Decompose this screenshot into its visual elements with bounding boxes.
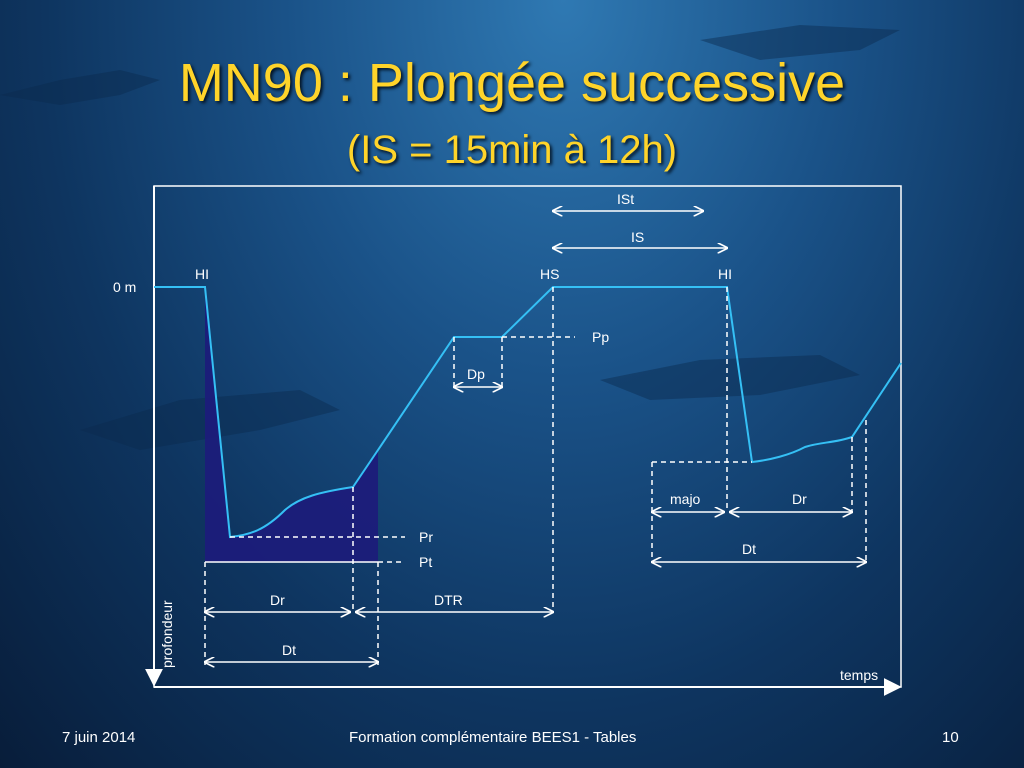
label-zero-m: 0 m [113,279,136,295]
label-pp: Pp [592,329,609,345]
slide-title: MN90 : Plongée successive [178,53,846,113]
label-dt-1: Dt [282,642,296,658]
label-hs: HS [540,266,559,282]
label-dtr: DTR [434,592,463,608]
label-hi-2: HI [718,266,732,282]
shark-silhouette-3 [600,355,860,400]
label-dr-1: Dr [270,592,285,608]
footer-date: 7 juin 2014 [62,729,136,746]
label-hi-1: HI [195,266,209,282]
footer-page-number: 10 [942,729,959,746]
label-profondeur: profondeur [159,600,175,668]
label-majo: majo [670,491,701,507]
footer-center-text: Formation complémentaire BEES1 - Tables [349,729,637,746]
label-dp: Dp [467,366,485,382]
first-dive-area [205,287,378,562]
dive-profile-line [154,286,902,539]
label-is: IS [631,229,644,245]
label-pt: Pt [419,554,432,570]
label-ist: ISt [617,191,634,207]
slide-subtitle: (IS = 15min à 12h) [346,128,678,172]
label-dr-2: Dr [792,491,807,507]
label-pr: Pr [419,529,433,545]
shark-silhouette-4 [700,25,900,60]
label-dt-2: Dt [742,541,756,557]
label-temps: temps [840,667,878,683]
shark-silhouette-1 [0,70,160,105]
